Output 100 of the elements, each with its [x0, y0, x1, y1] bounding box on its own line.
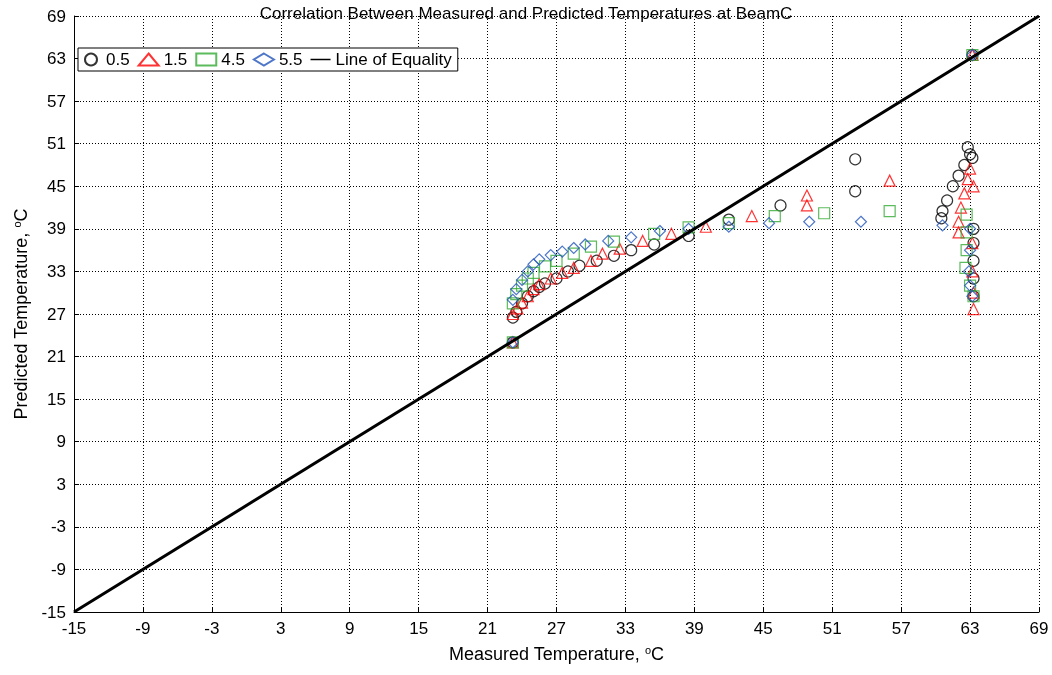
point: [800, 199, 814, 212]
point: [584, 254, 598, 267]
point: [800, 189, 814, 202]
point: [550, 272, 563, 285]
point: [883, 205, 896, 218]
point: [774, 199, 787, 212]
point: [533, 253, 546, 266]
point: [648, 227, 661, 240]
point: [527, 258, 540, 271]
point: [961, 173, 974, 186]
point: [506, 307, 519, 321]
y-tick-label: 3: [56, 474, 66, 494]
point: [556, 245, 569, 258]
x-tick-label: 27: [547, 619, 566, 638]
legend-label: 5.5: [278, 50, 303, 69]
point: [762, 217, 776, 230]
y-axis-title: Predicted Temperature, oC: [10, 208, 31, 420]
point: [573, 259, 586, 272]
point: [967, 272, 980, 285]
point: [579, 238, 592, 251]
point: [544, 272, 557, 285]
point: [596, 247, 609, 260]
point: [967, 254, 980, 267]
point: [515, 279, 529, 292]
point: [665, 227, 678, 240]
point: [722, 213, 735, 226]
point: [699, 220, 712, 233]
y-tick-label: 63: [47, 49, 66, 69]
x-tick-label: 9: [344, 619, 355, 638]
point: [961, 141, 974, 154]
point: [966, 265, 979, 278]
y-tick-label: 15: [47, 389, 66, 409]
point: [613, 242, 626, 255]
point: [952, 226, 965, 239]
point: [967, 286, 980, 299]
point: [958, 187, 971, 200]
y-tick-label: 33: [47, 261, 66, 281]
point: [768, 209, 781, 223]
y-tick-label: 39: [47, 219, 66, 239]
point: [967, 180, 980, 193]
point: [803, 215, 816, 228]
x-tick-label: 15: [409, 619, 429, 638]
point: [567, 247, 580, 260]
x-tick-label: 63: [960, 619, 980, 638]
y-tick-label: -9: [50, 559, 66, 579]
point: [849, 153, 862, 166]
point: [682, 229, 695, 243]
x-tick-label: 45: [753, 619, 773, 638]
x-tick-label: 33: [615, 619, 635, 638]
point: [935, 212, 948, 225]
x-tick-label: 69: [1029, 619, 1049, 638]
point: [510, 288, 523, 301]
point: [936, 205, 949, 218]
point: [567, 261, 580, 274]
point: [941, 194, 954, 207]
point: [625, 231, 638, 244]
point: [607, 249, 621, 262]
point: [521, 272, 534, 285]
point: [960, 244, 973, 257]
point: [849, 185, 862, 198]
legend-label: 1.5: [163, 50, 188, 69]
point: [556, 266, 569, 279]
point: [515, 273, 529, 287]
point: [963, 162, 977, 175]
y-tick-label: 69: [47, 6, 66, 26]
point: [952, 215, 965, 228]
y-tick-label: 51: [47, 134, 66, 154]
point: [506, 297, 519, 310]
point: [506, 293, 519, 306]
point: [590, 254, 603, 267]
x-tick-label: 3: [276, 619, 286, 638]
point: [963, 244, 977, 257]
point: [538, 277, 552, 290]
point: [607, 235, 621, 248]
point: [506, 311, 519, 324]
point: [967, 222, 980, 235]
point: [550, 254, 563, 267]
point: [946, 180, 959, 193]
x-tick-label: 39: [684, 619, 704, 638]
y-tick-label: 27: [47, 304, 66, 324]
point: [952, 169, 965, 182]
point: [818, 207, 831, 220]
point: [967, 302, 980, 316]
point: [521, 265, 534, 278]
legend-label: 0.5: [106, 50, 130, 69]
x-tick-label: 51: [822, 619, 842, 638]
legend-label: Line of Equality: [335, 50, 453, 69]
point: [883, 174, 896, 187]
y-tick-label: -15: [41, 602, 66, 622]
point: [963, 222, 977, 235]
x-tick-label: -9: [135, 619, 151, 638]
point: [625, 244, 638, 257]
point: [745, 209, 758, 223]
point: [960, 226, 973, 239]
point: [958, 158, 971, 172]
point: [510, 283, 523, 296]
point: [636, 234, 649, 248]
chart-title: Correlation Between Measured and Predicted Temperatures at BeamC: [259, 4, 793, 23]
point: [602, 234, 615, 248]
point: [538, 260, 552, 273]
